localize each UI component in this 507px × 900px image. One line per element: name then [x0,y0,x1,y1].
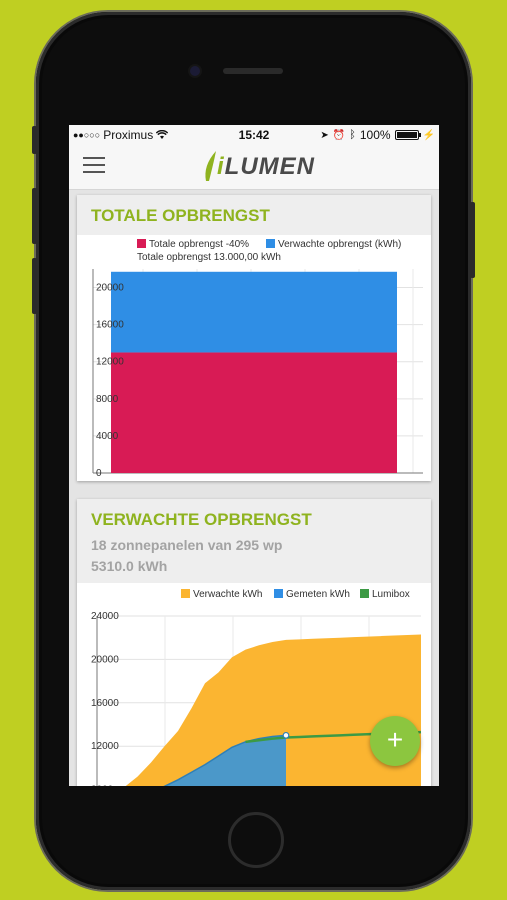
status-time: 15:42 [238,128,270,142]
y-tick-label: 4000 [96,431,119,442]
bar-expected-yield [111,271,397,353]
status-right: ➤ ⏰ ᛒ 100% ⚡ [320,128,435,142]
series-measured-kwh-area [165,735,286,786]
y-tick-label: 16000 [96,320,124,331]
location-icon: ➤ [320,129,329,141]
charging-icon: ⚡ [422,129,435,141]
y-tick-label: 8000 [96,394,119,405]
y-tick-label: 0 [96,468,102,479]
total-yield-card: TOTALE OPBRENGST Totale opbrengst -40% V… [77,195,431,481]
front-camera [190,66,200,76]
legend-swatch-lumibox [360,589,369,598]
bar-total-yield [111,352,397,473]
total-yield-title: TOTALE OPBRENGST [91,206,270,225]
y-tick-label: 24000 [91,611,119,622]
wifi-icon [156,130,169,139]
y-tick-label: 16000 [91,698,119,709]
y-tick-label: 20000 [91,654,119,665]
app-header: iLUMEN [69,145,439,190]
battery-icon [394,130,421,140]
add-button[interactable]: + [370,716,420,766]
y-tick-label: 8000 [91,785,114,786]
legend-swatch-total [137,239,146,248]
volume-down-button [32,258,37,314]
signal-dots-icon: ●●○○○ [73,130,101,140]
expected-yield-title: VERWACHTE OPBRENGST [91,510,312,529]
home-button[interactable] [228,812,284,868]
logo-text: iLUMEN [217,153,315,180]
y-tick-label: 20000 [96,283,124,294]
total-annotation: Totale opbrengst 13.000,00 kWh [137,252,281,263]
legend-label-expected: Verwachte opbrengst (kWh) [278,239,401,250]
legend-swatch-expected [266,239,275,248]
app-screen: ●●○○○ Proximus 15:42 ➤ ⏰ ᛒ 100% ⚡ iLUMEN [69,125,439,786]
measured-kwh-point [282,731,290,739]
kwh-subtitle: 5310.0 kWh [91,558,168,574]
volume-up-button [32,188,37,244]
legend-swatch-measured-kwh [274,589,283,598]
series-expected-kwh-area [125,634,421,786]
alarm-icon: ⏰ [332,129,346,141]
total-yield-chart: Totale opbrengst -40% Verwachte opbrengs… [92,239,423,479]
carrier-name: Proximus [103,128,154,142]
legend-swatch-expected-kwh [181,589,190,598]
expected-yield-chart: Verwachte kWh Gemeten kWh Lumibox 8000 12… [91,589,422,786]
lumen-logo: iLUMEN [203,151,315,181]
menu-icon[interactable] [83,157,105,173]
y-tick-label: 12000 [91,741,119,752]
legend-label-measured-kwh: Gemeten kWh [286,589,350,600]
legend-label-total: Totale opbrengst -40% [149,239,249,250]
expected-yield-header: VERWACHTE OPBRENGST 18 zonnepanelen van … [77,499,431,583]
carrier-info: ●●○○○ Proximus [73,128,169,142]
bluetooth-icon: ᛒ [349,129,356,141]
earpiece-speaker [223,68,283,74]
legend-label-lumibox: Lumibox [372,589,410,600]
legend-label-expected-kwh: Verwachte kWh [193,589,262,600]
total-yield-header: TOTALE OPBRENGST [77,195,431,235]
expected-yield-card: VERWACHTE OPBRENGST 18 zonnepanelen van … [77,499,431,786]
battery-percent: 100% [359,128,391,142]
power-button [470,202,475,278]
mute-switch [32,126,37,154]
panels-subtitle: 18 zonnepanelen van 295 wp [91,537,283,553]
status-bar: ●●○○○ Proximus 15:42 ➤ ⏰ ᛒ 100% ⚡ [69,125,439,145]
leaf-icon [205,151,216,181]
y-tick-label: 12000 [96,357,124,368]
